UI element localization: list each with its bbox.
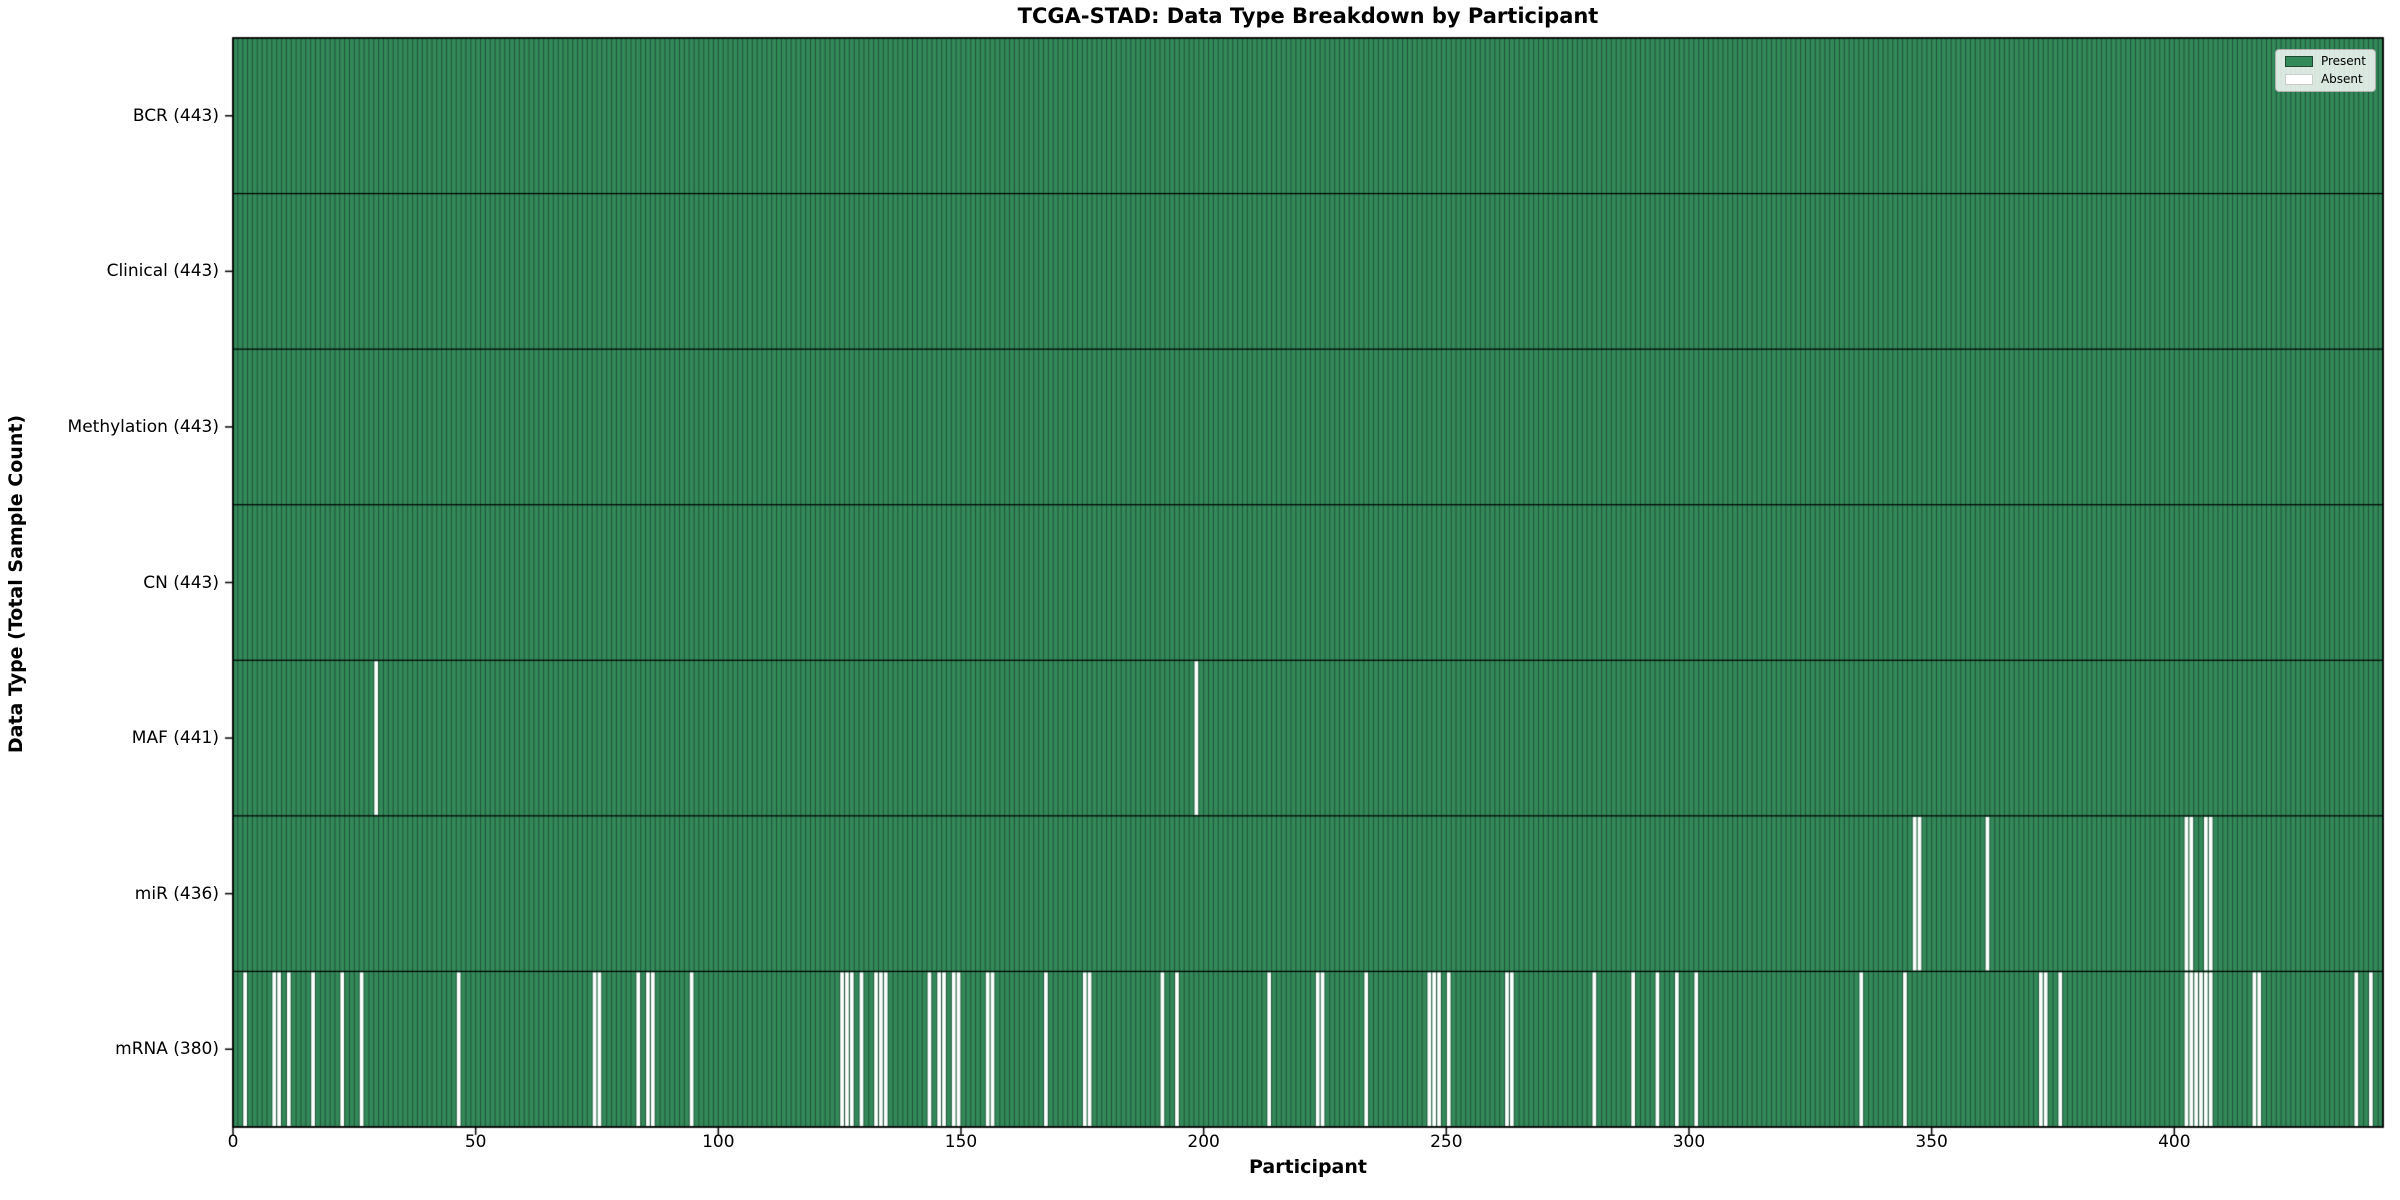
x-tick-label: 400: [2158, 1132, 2191, 1152]
legend-label: Present: [2320, 54, 2366, 68]
row-label-MAF: MAF (441): [131, 728, 219, 749]
x-tick-label: 100: [702, 1132, 735, 1152]
legend-label: Absent: [2320, 72, 2363, 86]
x-tick-label: 350: [1915, 1132, 1948, 1152]
chart-title: TCGA-STAD: Data Type Breakdown by Partic…: [1017, 4, 1599, 28]
legend-swatch-absent-icon: [2284, 74, 2313, 85]
row-label-Methylation: Methylation (443): [67, 416, 219, 437]
row-label-mRNA: mRNA (380): [115, 1039, 219, 1060]
x-tick-label: 300: [1672, 1132, 1706, 1152]
row-label-miR: miR (436): [134, 883, 219, 904]
row-label-CN: CN (443): [143, 572, 219, 593]
x-tick-label: 250: [1430, 1132, 1463, 1152]
legend-item: Present: [2284, 54, 2366, 68]
x-tick-label: 150: [944, 1132, 978, 1152]
row-label-Clinical: Clinical (443): [106, 261, 219, 282]
legend-item: Absent: [2284, 72, 2366, 86]
x-tick-label: 200: [1187, 1132, 1220, 1152]
x-tick-label: 50: [464, 1132, 487, 1152]
legend: Present Absent: [2274, 49, 2376, 92]
x-axis-label: Participant: [1248, 1156, 1367, 1178]
legend-swatch-present-icon: [2284, 56, 2313, 67]
x-tick-label: 0: [227, 1132, 239, 1152]
row-label-BCR: BCR (443): [132, 105, 219, 126]
